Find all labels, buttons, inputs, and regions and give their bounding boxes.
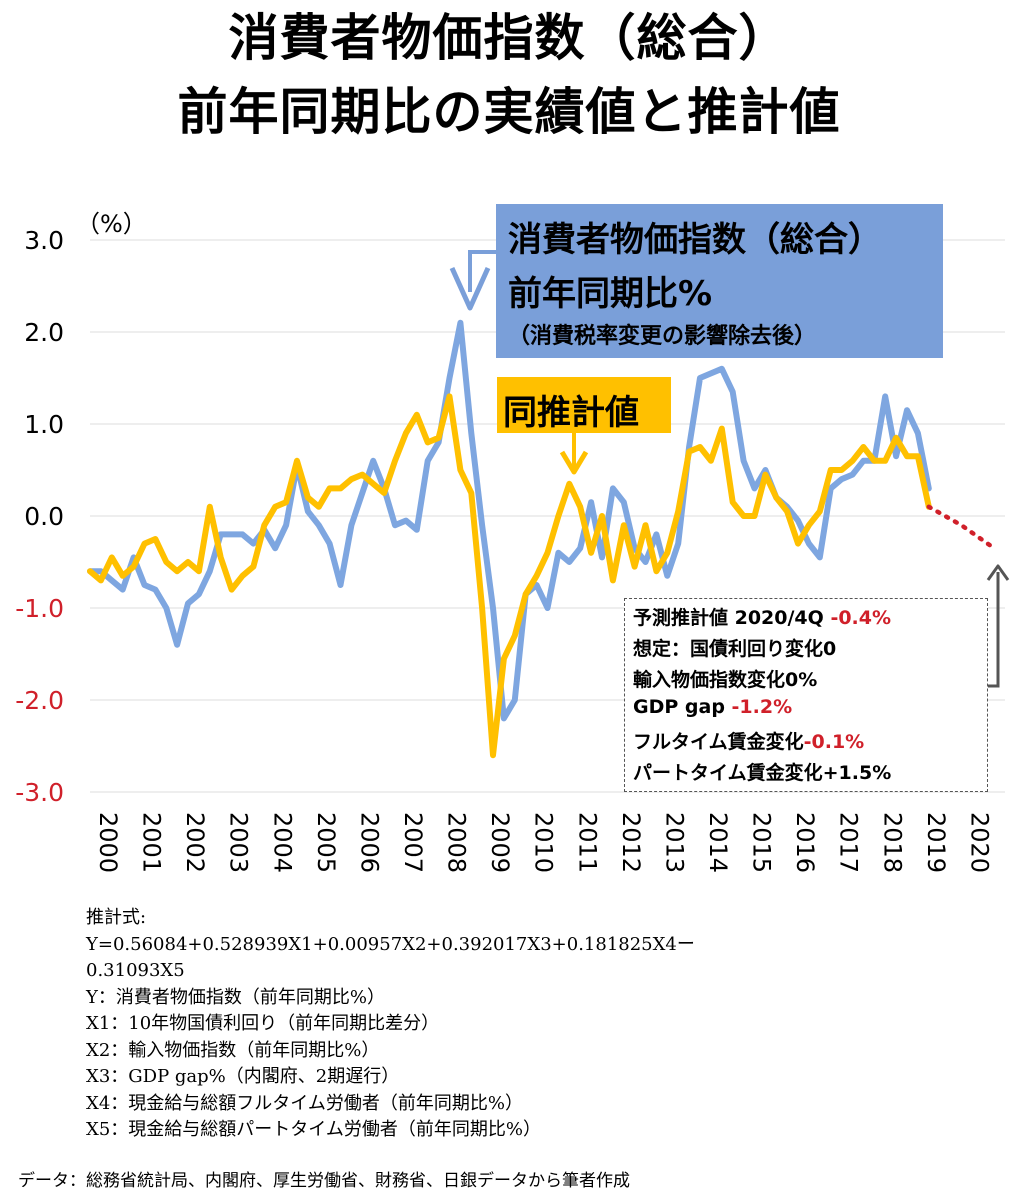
- forecast-row-4: GDP gap -1.2%: [633, 696, 793, 718]
- x-tick-label: 2020: [965, 812, 993, 873]
- forecast-assumptions-box: 予測推計値 2020/4Q -0.4% 想定：国債利回り変化0 輸入物価指数変化…: [624, 598, 988, 792]
- actual-callout-line1: 消費者物価指数（総合）: [508, 220, 882, 260]
- actual-series-callout: 消費者物価指数（総合） 前年同期比% （消費税率変更の影響除去後）: [496, 204, 943, 358]
- x-tick-label: 2012: [617, 812, 645, 873]
- x-tick-label: 2017: [835, 812, 863, 873]
- y-tick-label: 2.0: [24, 318, 64, 347]
- y-axis-ticks: 3.0 2.0 1.0 0.0 -1.0 -2.0 -3.0: [15, 226, 64, 807]
- x-tick-label: 2013: [660, 812, 688, 873]
- x-tick-label: 2001: [138, 812, 166, 873]
- note-line-8: X4：現金給与総額フルタイム労働者（前年同期比%）: [86, 1092, 524, 1114]
- y-tick-label: -1.0: [15, 594, 64, 623]
- forecast-row-3: 輸入物価指数変化0%: [633, 669, 818, 691]
- x-tick-label: 2000: [94, 812, 122, 873]
- forecast-series-line: [926, 504, 997, 551]
- note-line-7: X3：GDP gap%（内閣府、2期遅行）: [86, 1066, 400, 1087]
- chart-title-line1: 消費者物価指数（総合）: [228, 9, 790, 67]
- estimation-formula-notes: 推計式: Y=0.56084+0.528939X1+0.00957X2+0.39…: [86, 905, 695, 1144]
- note-line-4: Y：消費者物価指数（前年同期比%）: [86, 986, 385, 1008]
- note-line-3: 0.31093X5: [86, 960, 185, 981]
- fulltime-wage-value: -0.1%: [803, 731, 865, 753]
- forecast-row-1: 予測推計値 2020/4Q -0.4%: [633, 607, 892, 629]
- forecast-row-5: フルタイム賃金変化-0.1%: [633, 731, 865, 753]
- x-tick-label: 2015: [748, 812, 776, 873]
- blue-callout-arrow-head: [449, 266, 491, 311]
- estimate-callout-label: 同推計値: [503, 393, 639, 433]
- forecast-row-2: 想定：国債利回り変化0: [633, 638, 837, 660]
- x-tick-label: 2014: [704, 812, 732, 873]
- y-axis-label: （%）: [76, 210, 147, 238]
- x-tick-label: 2005: [312, 812, 340, 873]
- gdp-gap-value: -1.2%: [731, 696, 793, 718]
- forecast-row-6: パートタイム賃金変化+1.5%: [633, 762, 892, 784]
- note-line-5: X1：10年物国債利回り（前年同期比差分）: [86, 1013, 440, 1034]
- forecast-value: -0.4%: [830, 607, 892, 629]
- data-source: データ：総務省統計局、内閣府、厚生労働省、財務省、日銀データから筆者作成: [18, 1171, 630, 1191]
- x-tick-label: 2006: [355, 812, 383, 873]
- estimate-series-line: [87, 393, 932, 759]
- y-tick-label: -2.0: [15, 686, 64, 715]
- x-tick-label: 2009: [486, 812, 514, 873]
- x-tick-label: 2019: [922, 812, 950, 873]
- x-tick-label: 2007: [399, 812, 427, 873]
- x-tick-label: 2002: [181, 812, 209, 873]
- x-tick-label: 2010: [530, 812, 558, 873]
- blue-callout-arrow-stem: [468, 250, 496, 292]
- note-line-6: X2：輸入物価指数（前年同期比%）: [86, 1039, 380, 1061]
- x-tick-label: 2003: [225, 812, 253, 873]
- chart-title-line2: 前年同期比の実績値と推計値: [177, 83, 841, 141]
- actual-callout-line2: 前年同期比%: [508, 274, 713, 314]
- yellow-callout-arrow-head: [559, 450, 589, 475]
- x-tick-label: 2018: [878, 812, 906, 873]
- forecast-arrow-stem: [988, 572, 1000, 688]
- note-line-1: 推計式:: [86, 907, 147, 928]
- x-tick-label: 2011: [573, 812, 601, 873]
- forecast-arrow-head: [986, 564, 1010, 581]
- actual-callout-line3: （消費税率変更の影響除去後）: [508, 324, 817, 349]
- note-line-2: Y=0.56084+0.528939X1+0.00957X2+0.392017X…: [86, 933, 695, 955]
- estimate-series-callout: 同推計値: [497, 377, 671, 433]
- x-axis-ticks: 2000 2001 2002 2003 2004 2005 2006 2007 2008 2009…: [94, 812, 993, 873]
- y-tick-label: -3.0: [15, 778, 64, 807]
- x-tick-label: 2004: [268, 812, 296, 873]
- x-tick-label: 2008: [443, 812, 471, 873]
- annotation-arrows: [449, 250, 1010, 688]
- y-tick-label: 0.0: [24, 502, 64, 531]
- note-line-9: X5：現金給与総額パートタイム労働者（前年同期比%）: [86, 1119, 542, 1140]
- x-tick-label: 2016: [791, 812, 819, 873]
- series-lines: [87, 319, 997, 759]
- line-chart: 3.02.01.00.0-1.0-2.0-3.0 2000 2001 2002 200…: [15, 210, 1010, 873]
- y-tick-label: 3.0: [24, 226, 64, 255]
- y-tick-label: 1.0: [24, 410, 64, 439]
